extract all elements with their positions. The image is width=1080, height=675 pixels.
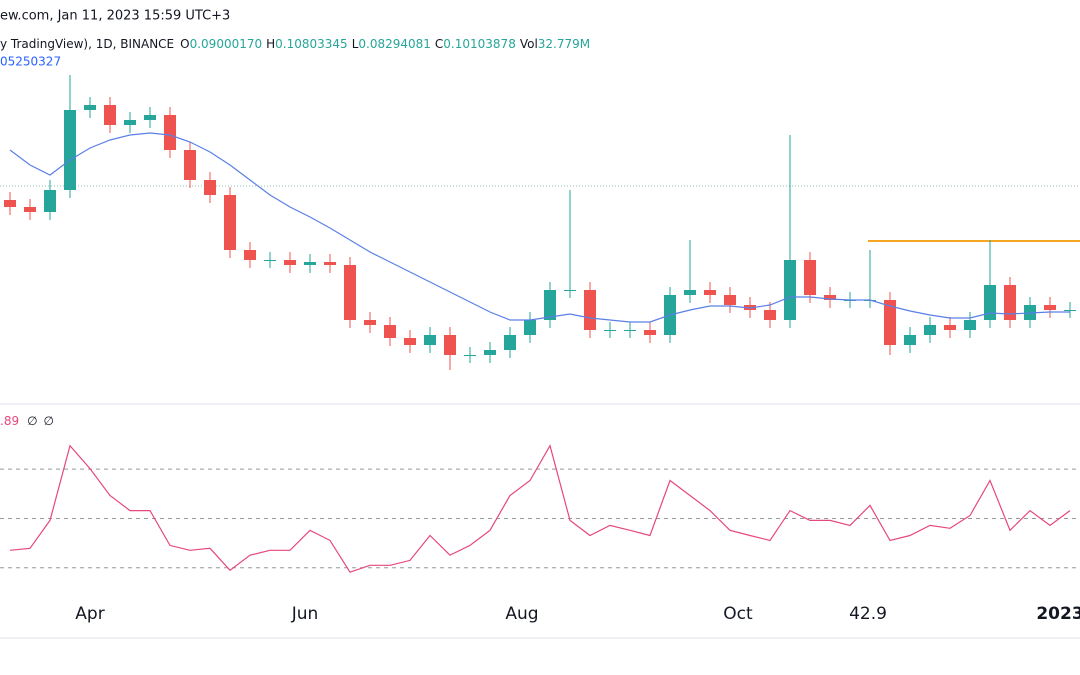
candle-body: [904, 335, 916, 345]
candle-body: [804, 260, 816, 295]
candle-body: [164, 115, 176, 150]
candle-body: [344, 265, 356, 320]
volume-label: Vol: [520, 37, 538, 51]
candle-body: [304, 262, 316, 265]
candle-body: [484, 350, 496, 355]
ohlc-label: O: [180, 37, 189, 51]
ohlc-value: 0.08294081: [358, 37, 431, 51]
candle-body: [324, 262, 336, 265]
candle-body: [244, 250, 256, 260]
candle-body: [544, 290, 556, 320]
candle-body: [1044, 305, 1056, 310]
candle-body: [784, 260, 796, 320]
candle-body: [564, 290, 576, 291]
ohlc-value: 0.10803345: [275, 37, 348, 51]
ohlc-value: 0.10103878: [443, 37, 516, 51]
ohlc-label: H: [266, 37, 275, 51]
candle-body: [764, 310, 776, 320]
candle-body: [1064, 310, 1076, 311]
symbol: y TradingView), 1D, BINANCE: [0, 37, 174, 51]
candle-body: [504, 335, 516, 350]
candle-body: [644, 330, 656, 335]
candle-body: [464, 355, 476, 356]
candle-body: [1004, 285, 1016, 320]
candle-body: [584, 290, 596, 330]
candle-body: [684, 290, 696, 295]
candle-body: [924, 325, 936, 335]
candle-body: [524, 320, 536, 335]
candle-body: [224, 195, 236, 250]
candle-body: [964, 320, 976, 330]
candle-body: [944, 325, 956, 330]
candle-body: [64, 110, 76, 190]
ohlc-label: L: [352, 37, 359, 51]
candle-body: [84, 105, 96, 110]
ohlc-value: 0.09000170: [190, 37, 263, 51]
candle-body: [144, 115, 156, 120]
source: ew.com, Jan 11, 2023 15:59 UTC+3: [0, 9, 230, 24]
candle-body: [404, 338, 416, 345]
candle-body: [284, 260, 296, 265]
candle-body: [24, 207, 36, 212]
moving-average: [9, 132, 1070, 323]
candle-body: [444, 335, 456, 355]
legend-line: y TradingView), 1D, BINANCE O0.09000170 H0…: [0, 37, 590, 51]
x-tick-label: Aug: [505, 604, 538, 624]
candle-body: [364, 320, 376, 325]
candle-body: [124, 120, 136, 125]
rsi-line: [9, 444, 1071, 573]
candle-body: [204, 180, 216, 195]
ohlc-label: C: [435, 37, 443, 51]
x-tick-label: 2023: [1036, 604, 1080, 624]
candle-body: [824, 295, 836, 300]
x-tick-label: Apr: [75, 604, 104, 624]
candle-body: [4, 200, 16, 207]
candle-body: [624, 330, 636, 331]
candle-body: [884, 300, 896, 345]
volume-value: 32.779M: [538, 37, 590, 51]
x-tick-label: 42.9: [849, 604, 887, 624]
x-tick-label: Jun: [291, 604, 319, 624]
rsi-na: ∅: [27, 414, 37, 428]
rsi-na: ∅: [44, 414, 54, 428]
candle-body: [104, 105, 116, 125]
rsi-value: .89: [0, 414, 19, 428]
candle-body: [44, 190, 56, 212]
x-tick-label: Oct: [723, 604, 753, 624]
rsi-legend: .89 ∅ ∅: [0, 414, 54, 428]
candle-body: [704, 290, 716, 295]
candle-body: [384, 325, 396, 338]
candle-body: [724, 295, 736, 305]
ma-value: 05250327: [0, 55, 61, 69]
candle-body: [184, 150, 196, 180]
candle-body: [424, 335, 436, 345]
candle-body: [984, 285, 996, 320]
candle-body: [264, 260, 276, 261]
candle-body: [604, 330, 616, 331]
